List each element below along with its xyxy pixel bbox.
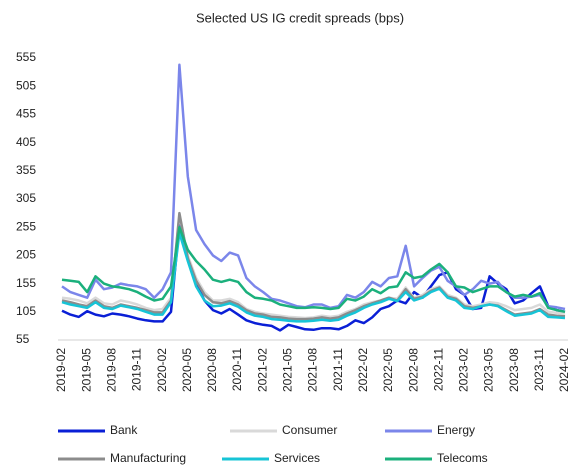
y-tick-label: 155 [16, 276, 36, 290]
y-tick-label: 205 [16, 248, 36, 262]
x-tick-label: 2023-11 [532, 348, 546, 391]
x-tick-label: 2020-05 [180, 348, 194, 392]
x-tick-label: 2023-05 [482, 348, 496, 392]
x-tick-label: 2021-11 [331, 348, 345, 391]
x-tick-label: 2022-02 [356, 348, 370, 392]
series-line [61, 214, 566, 320]
x-tick-label: 2023-08 [507, 348, 521, 392]
legend-label: Bank [110, 423, 138, 437]
x-tick-label: 2022-05 [381, 348, 395, 392]
x-tick-label: 2020-08 [205, 348, 219, 392]
series-line [61, 225, 566, 314]
legend-label: Energy [437, 423, 475, 437]
x-tick-label: 2023-02 [457, 348, 471, 392]
y-tick-label: 305 [16, 191, 36, 205]
x-tick-label: 2019-02 [54, 348, 68, 392]
x-tick-label: 2019-11 [130, 348, 144, 391]
series-line [61, 231, 566, 323]
legend-label: Services [274, 451, 320, 465]
y-tick-label: 505 [16, 78, 36, 92]
legend-label: Telecoms [437, 451, 488, 465]
x-tick-label: 2019-08 [104, 348, 118, 392]
x-tick-label: 2020-11 [230, 348, 244, 391]
y-tick-label: 555 [16, 50, 36, 64]
y-tick-label: 55 [16, 332, 30, 346]
series-line [61, 223, 566, 332]
x-tick-label: 2019-05 [79, 348, 93, 392]
chart-title: Selected US IG credit spreads (bps) [196, 10, 404, 25]
x-tick-label: 2020-02 [155, 348, 169, 392]
x-tick-label: 2021-05 [281, 348, 295, 392]
legend-label: Consumer [282, 423, 337, 437]
x-tick-label: 2021-02 [255, 348, 269, 392]
y-tick-label: 455 [16, 107, 36, 121]
x-tick-label: 2022-08 [406, 348, 420, 392]
series-line [61, 63, 566, 311]
x-tick-label: 2022-11 [431, 348, 445, 391]
y-tick-label: 255 [16, 219, 36, 233]
x-tick-label: 2021-08 [306, 348, 320, 392]
y-tick-label: 355 [16, 163, 36, 177]
legend-label: Manufacturing [110, 451, 186, 465]
y-tick-label: 105 [16, 304, 36, 318]
y-tick-label: 405 [16, 135, 36, 149]
x-tick-label: 2024-02 [557, 348, 571, 392]
